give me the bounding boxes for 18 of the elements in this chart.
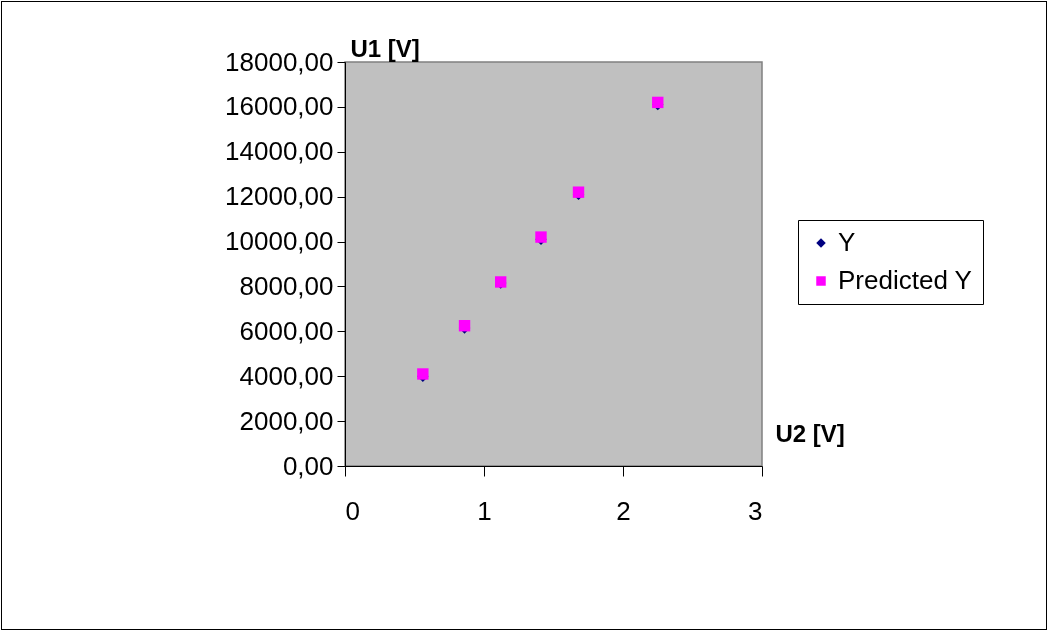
y-tick-label: 8000,00 (239, 270, 334, 301)
y-tick-label: 12000,00 (225, 181, 334, 212)
legend-label: Predicted Y (838, 265, 972, 295)
y-tick-label: 10000,00 (225, 226, 334, 257)
y-tick-label: 18000,00 (225, 46, 334, 77)
y-tick-label: 2000,00 (239, 405, 334, 436)
x-tick-label: 2 (616, 495, 631, 526)
y-tick-label: 14000,00 (225, 136, 334, 167)
y-axis-title: U1 [V] (350, 34, 420, 62)
y-tick-label: 0,00 (282, 450, 334, 481)
y-tick-label: 4000,00 (239, 360, 334, 391)
x-tick-label: 3 (748, 495, 763, 526)
y-tick-label: 16000,00 (225, 91, 334, 122)
x-tick-label: 0 (345, 495, 360, 526)
legend-label: Y (838, 227, 856, 257)
x-tick-label: 1 (477, 495, 492, 526)
x-axis-title: U2 [V] (775, 419, 845, 447)
y-tick-label: 6000,00 (239, 315, 334, 346)
